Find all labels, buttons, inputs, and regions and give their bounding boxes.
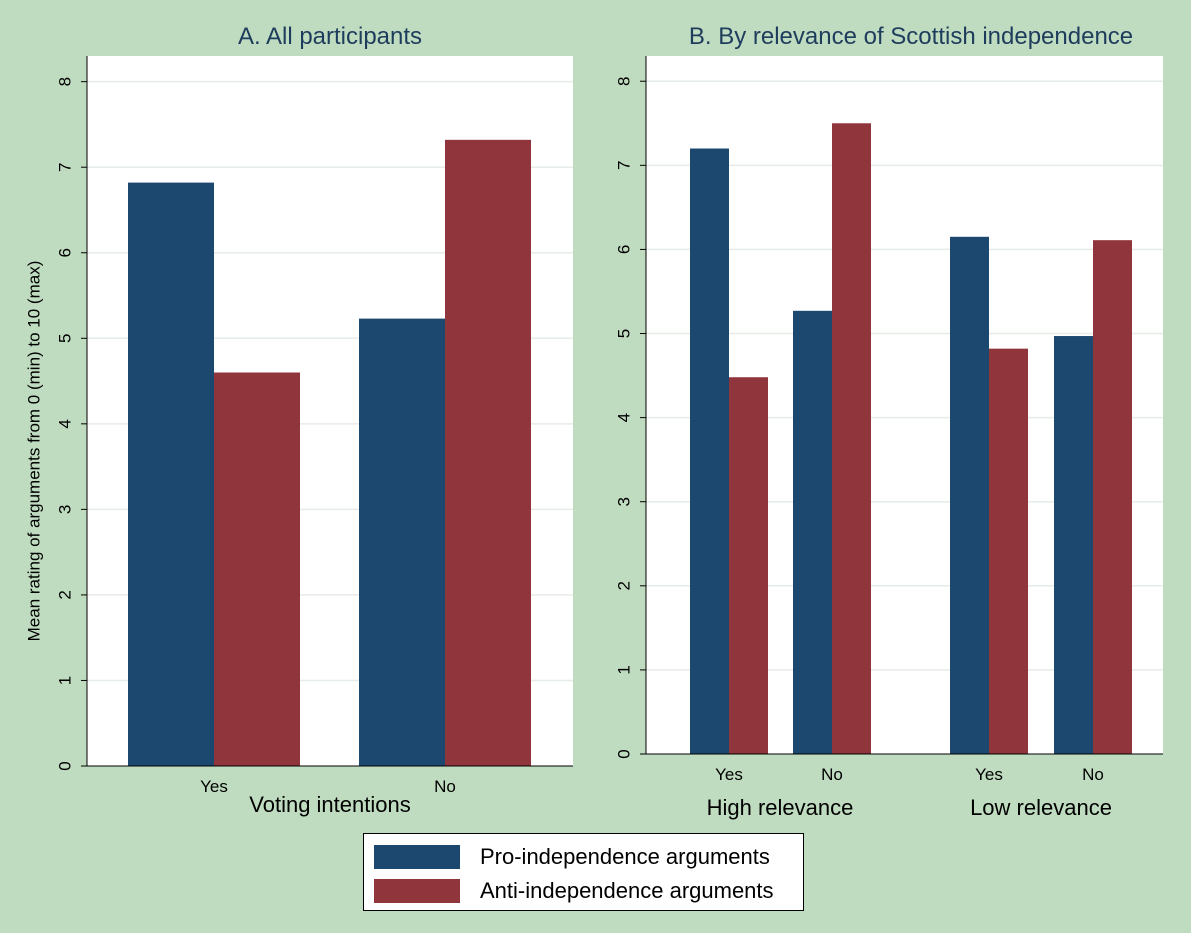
legend-item-pro: Pro-independence arguments xyxy=(374,844,770,870)
bar-pro-no xyxy=(359,318,445,766)
bar-anti-yes xyxy=(989,348,1028,754)
bar-pro-no xyxy=(793,310,832,754)
chart-title: A. All participants xyxy=(238,23,422,50)
y-tick-label: 4 xyxy=(56,419,75,428)
y-tick-label: 6 xyxy=(615,245,634,254)
legend-swatch-anti xyxy=(374,879,460,903)
y-tick-label: 7 xyxy=(56,162,75,171)
y-tick-label: 3 xyxy=(615,497,634,506)
y-tick-label: 5 xyxy=(56,334,75,343)
y-tick-label: 8 xyxy=(56,77,75,86)
y-tick-label: 2 xyxy=(56,590,75,599)
bar-pro-no xyxy=(1054,336,1093,754)
legend-label-anti: Anti-independence arguments xyxy=(480,878,774,903)
group-label: Low relevance xyxy=(970,795,1112,820)
bar-anti-no xyxy=(445,139,531,767)
legend-label-pro: Pro-independence arguments xyxy=(480,844,770,869)
legend: Pro-independence arguments Anti-independ… xyxy=(363,833,804,911)
y-tick-label: 1 xyxy=(615,665,634,674)
x-tick-label: No xyxy=(1082,765,1104,784)
bar-anti-yes xyxy=(214,372,300,766)
y-tick-label: 4 xyxy=(615,413,634,422)
y-tick-label: 1 xyxy=(56,676,75,685)
legend-swatch-pro xyxy=(374,845,460,869)
chart-title: B. By relevance of Scottish independence xyxy=(689,23,1133,50)
y-tick-label: 0 xyxy=(615,749,634,758)
y-tick-label: 2 xyxy=(615,581,634,590)
y-tick-label: 5 xyxy=(615,329,634,338)
bar-pro-yes xyxy=(128,182,214,766)
y-axis-label: Mean rating of arguments from 0 (min) to… xyxy=(25,261,44,642)
x-tick-label: No xyxy=(434,777,456,796)
x-tick-label: Yes xyxy=(715,765,743,784)
bar-anti-no xyxy=(1093,240,1132,754)
y-tick-label: 8 xyxy=(615,76,634,85)
bar-pro-yes xyxy=(690,148,729,754)
x-tick-label: Yes xyxy=(975,765,1003,784)
bar-anti-no xyxy=(832,123,871,755)
legend-item-anti: Anti-independence arguments xyxy=(374,878,774,904)
x-tick-label: No xyxy=(821,765,843,784)
y-tick-label: 7 xyxy=(615,161,634,170)
x-tick-label: Yes xyxy=(200,777,228,796)
group-label: High relevance xyxy=(707,795,854,820)
y-tick-label: 6 xyxy=(56,248,75,257)
bar-anti-yes xyxy=(729,377,768,754)
x-axis-label: Voting intentions xyxy=(249,792,410,817)
y-tick-label: 3 xyxy=(56,505,75,514)
bar-pro-yes xyxy=(950,236,989,754)
y-tick-label: 0 xyxy=(56,761,75,770)
